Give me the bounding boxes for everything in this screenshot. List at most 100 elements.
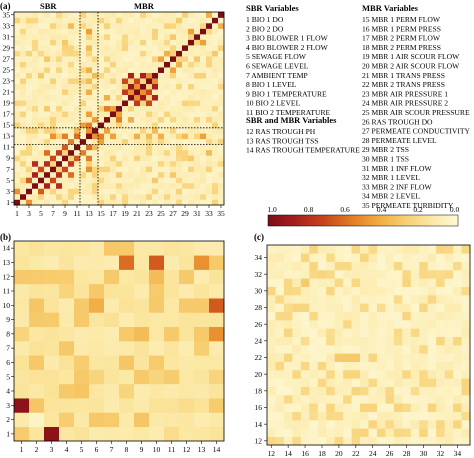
heatmap-cell xyxy=(212,105,219,112)
heatmap-cell xyxy=(393,261,403,271)
heatmap-cell xyxy=(385,361,395,371)
heatmap-cell xyxy=(14,193,21,200)
heatmap-cell xyxy=(32,122,39,129)
heatmap-cell xyxy=(179,398,195,413)
heatmap-cell xyxy=(444,378,454,387)
heatmap-cell xyxy=(170,12,177,18)
heatmap-cell xyxy=(275,386,285,396)
heatmap-cell xyxy=(283,270,293,279)
heatmap-cell xyxy=(110,23,117,29)
heatmap-cell xyxy=(164,326,180,342)
heatmap-cell xyxy=(104,188,111,195)
heatmap-cell xyxy=(104,28,111,35)
heatmap-cell xyxy=(38,177,45,184)
heatmap-cell xyxy=(194,17,201,24)
heatmap-cell xyxy=(146,12,153,18)
heatmap-cell xyxy=(86,61,93,68)
heatmap-cell xyxy=(300,353,310,362)
heatmap-cell xyxy=(206,56,213,62)
heatmap-cell xyxy=(419,428,429,437)
heatmap-cell xyxy=(218,155,225,162)
heatmap-cell xyxy=(14,111,21,118)
heatmap-cell xyxy=(194,188,201,195)
heatmap-cell xyxy=(334,320,344,329)
heatmap-cell xyxy=(188,111,195,118)
heatmap-cell xyxy=(176,50,183,57)
heatmap-cell xyxy=(134,17,141,24)
heatmap-cell xyxy=(179,355,195,370)
heatmap-cell xyxy=(26,111,33,118)
heatmap-cell xyxy=(20,122,27,129)
heatmap-cell xyxy=(402,336,412,346)
heatmap-cell xyxy=(176,89,183,96)
heatmap-cell xyxy=(427,361,437,371)
heatmap-cell xyxy=(275,345,285,354)
heatmap-cell xyxy=(444,345,454,354)
heatmap-cell xyxy=(275,303,285,312)
heatmap-cell xyxy=(164,177,171,184)
heatmap-cell xyxy=(134,83,141,90)
heatmap-cell xyxy=(385,370,395,379)
heatmap-cell xyxy=(62,193,69,200)
heatmap-cell xyxy=(179,326,195,342)
heatmap-cell xyxy=(326,320,335,329)
heatmap-cell xyxy=(164,72,171,79)
heatmap-cell xyxy=(164,89,171,96)
heatmap-cell xyxy=(14,155,21,162)
heatmap-cell xyxy=(149,326,165,342)
heatmap-cell xyxy=(200,122,207,129)
heatmap-cell xyxy=(80,50,87,57)
heatmap-cell xyxy=(376,370,386,379)
heatmap-cell xyxy=(218,188,225,195)
heatmap-cell xyxy=(116,89,123,96)
heatmap-cell xyxy=(98,116,105,123)
heatmap-cell xyxy=(20,34,27,40)
heatmap-cell xyxy=(402,386,412,396)
heatmap-cell xyxy=(152,12,159,18)
heatmap-cell xyxy=(182,12,189,18)
heatmap-cell xyxy=(200,133,207,140)
heatmap-cell xyxy=(376,303,386,312)
heatmap-cell xyxy=(376,270,386,279)
heatmap-cell xyxy=(104,398,120,413)
heatmap-cell xyxy=(343,311,352,321)
heatmap-cell xyxy=(212,127,219,134)
heatmap-cell xyxy=(14,149,21,156)
heatmap-cell xyxy=(206,67,213,73)
heatmap-cell xyxy=(56,166,63,173)
heatmap-cell xyxy=(152,160,159,167)
heatmap-cell xyxy=(20,67,27,73)
variable-legend-item: 20 MBR 2 AIR SCOUR FLOW xyxy=(362,62,460,71)
heatmap-cell xyxy=(317,278,327,287)
heatmap-cell xyxy=(29,255,45,270)
variable-legend-item: 18 MBR 2 PERM PRESS xyxy=(362,43,441,52)
heatmap-cell xyxy=(74,133,81,140)
heatmap-cell xyxy=(444,411,454,421)
heatmap-cell xyxy=(158,138,165,145)
heatmap-cell xyxy=(170,188,177,195)
heatmap-cell xyxy=(104,17,111,24)
heatmap-cell xyxy=(188,177,195,184)
heatmap-cell xyxy=(38,94,45,101)
heatmap-cell xyxy=(146,34,153,40)
heatmap-cell xyxy=(116,23,123,29)
heatmap-cell xyxy=(194,369,210,385)
heatmap-cell xyxy=(74,383,90,399)
heatmap-cell xyxy=(92,144,99,151)
heatmap-cell xyxy=(170,193,177,200)
heatmap-cell xyxy=(119,426,135,442)
variable-legend-item: 31 MBR 1 INF FLOW xyxy=(362,164,432,173)
heatmap-cell xyxy=(44,182,51,189)
heatmap-cell xyxy=(206,182,213,189)
heatmap-cell xyxy=(200,50,207,57)
heatmap-cell xyxy=(32,111,39,118)
heatmap-cell xyxy=(152,105,159,112)
heatmap-cell xyxy=(68,127,75,134)
sbr-mbr-variables-title: SBR and MBR Variables xyxy=(246,115,337,125)
variable-legend-item: 24 MBR AIR PRESSURE 2 xyxy=(362,99,448,108)
heatmap-cell xyxy=(38,199,45,206)
heatmap-cell xyxy=(140,160,147,167)
heatmap-cell xyxy=(86,188,93,195)
heatmap-cell xyxy=(56,12,63,18)
heatmap-cell xyxy=(26,56,33,62)
